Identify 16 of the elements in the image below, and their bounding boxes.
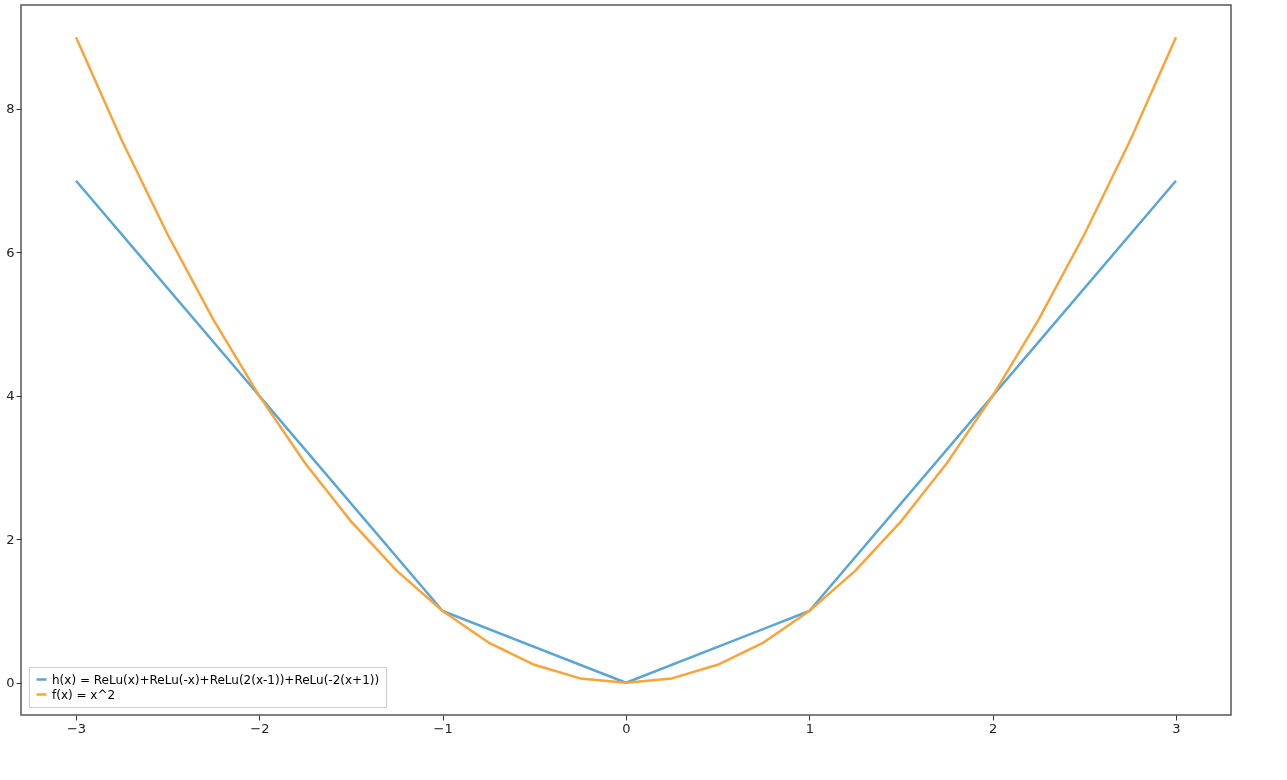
line-series (74, 36, 1178, 684)
x-tick-label: −2 (250, 720, 270, 736)
y-tick-label: 8 (6, 101, 15, 117)
line-series (74, 179, 1178, 684)
x-tick-label: 3 (1172, 720, 1181, 736)
x-tick-label: −1 (433, 720, 453, 736)
y-tick-label: 0 (6, 675, 15, 691)
x-tick-label: −3 (66, 720, 87, 736)
legend-label: f(x) = x^2 (52, 687, 116, 702)
x-tick-label: 0 (622, 720, 631, 736)
legend-label: h(x) = ReLu(x)+ReLu(-x)+ReLu(2(x-1))+ReLu(-2(x+1)) (52, 672, 380, 687)
x-tick-label: 2 (989, 720, 998, 736)
y-tick-label: 2 (6, 531, 15, 547)
x-tick-label: 1 (805, 720, 814, 736)
y-tick-label: 6 (6, 244, 15, 260)
y-tick-label: 4 (6, 388, 15, 404)
